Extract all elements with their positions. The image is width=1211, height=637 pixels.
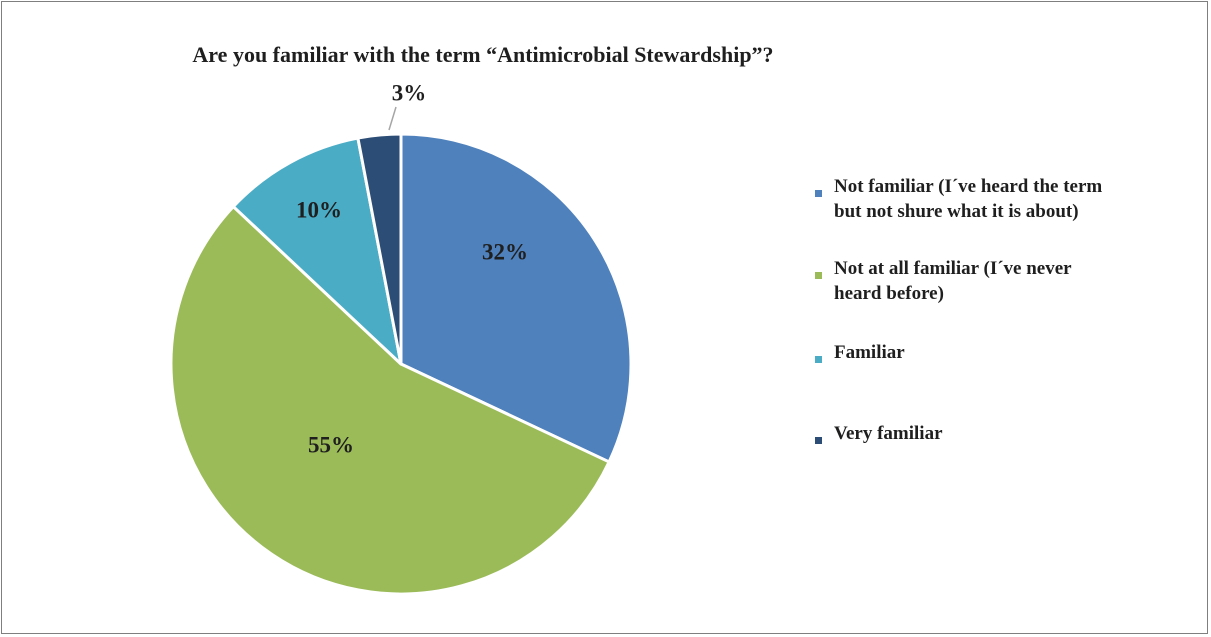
data-label: 32% [482, 239, 528, 264]
legend-swatch [815, 272, 822, 279]
legend-label: Very familiar [834, 423, 943, 444]
pie-slice [169, 205, 611, 596]
data-label: 10% [296, 197, 342, 222]
legend-item: Not familiar (I´ve heard the term but no… [815, 174, 1194, 224]
legend-item: Familiar [815, 340, 1194, 365]
pie-slice [399, 132, 633, 464]
legend-label: Not familiar (I´ve heard the term but no… [834, 176, 1103, 222]
legend-item: Very familiar [815, 421, 1194, 446]
leader-line [388, 106, 397, 131]
legend-label: Not at all familiar (I´ve never heard be… [834, 258, 1072, 304]
legend-swatch [815, 437, 822, 444]
chart-title: Are you familiar with the term “Antimicr… [192, 42, 774, 67]
legend-swatch [815, 356, 822, 363]
pie-slice [356, 132, 403, 366]
pie-slice [231, 136, 403, 366]
legend-item: Not at all familiar (I´ve never heard be… [815, 256, 1194, 306]
legend-swatch [815, 190, 822, 197]
pie-chart: 32% 55% 10% 3% [169, 80, 633, 596]
data-label: 3% [392, 80, 427, 105]
legend-label: Familiar [834, 342, 905, 363]
data-label: 55% [308, 432, 354, 457]
